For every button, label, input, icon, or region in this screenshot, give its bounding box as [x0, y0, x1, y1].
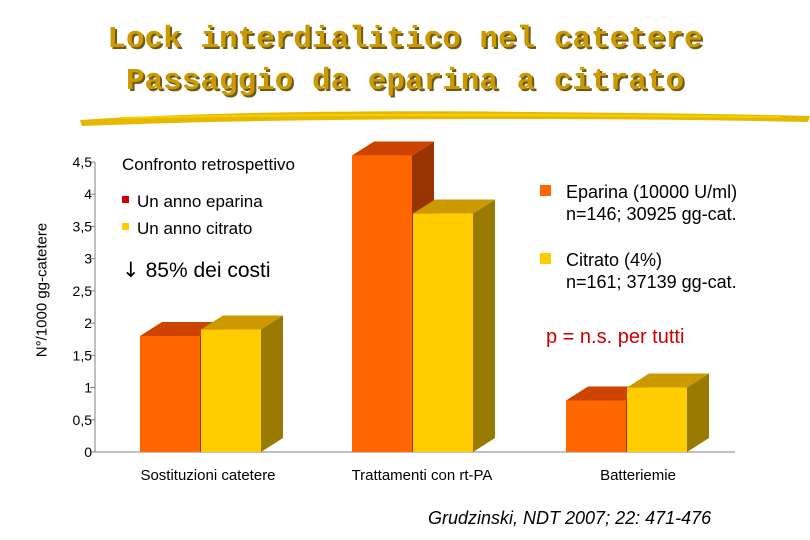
x-category-label: Sostituzioni catetere — [140, 467, 275, 484]
chart-subtitle: Confronto retrospettivo — [122, 155, 295, 174]
title-line-1: Lock interdialitico nel catetere — [107, 22, 703, 57]
bar-citrato-2 — [413, 213, 473, 452]
citation: Grudzinski, NDT 2007; 22: 471-476 — [428, 508, 712, 528]
bar-citrato-1-top — [201, 315, 283, 330]
bar-eparina-2 — [352, 155, 412, 453]
legend-marker-yellow — [122, 223, 129, 230]
legend-left-citrato: Un anno citrato — [122, 219, 252, 239]
y-tick-label: 4 — [84, 186, 92, 202]
legend-swatch-eparina — [540, 185, 551, 196]
y-tick-label: 3 — [84, 251, 92, 267]
y-tick-label: 2 — [84, 315, 92, 331]
bar-citrato-1-side — [261, 315, 283, 452]
y-tick-label: 3,5 — [73, 218, 93, 234]
y-tick-label: 1 — [84, 380, 92, 396]
bar-citrato-3-side — [687, 373, 709, 452]
legend-label: Un anno citrato — [137, 219, 253, 238]
title-underline-brush — [80, 111, 810, 126]
legend-swatch-citrato — [540, 253, 551, 264]
y-tick-label: 1,5 — [73, 347, 93, 363]
legend-citrato: Citrato (4%) n=161; 37139 gg-cat. — [540, 249, 737, 293]
legend-label: Un anno eparina — [137, 192, 263, 211]
x-category-label: Trattamenti con rt-PA — [352, 467, 493, 484]
legend-citrato-line2: n=161; 37139 gg-cat. — [566, 272, 737, 292]
y-tick-label: 0 — [84, 444, 92, 460]
arrow-down-icon: ↓ — [122, 258, 140, 282]
bar-eparina-3 — [566, 400, 626, 452]
cost-note-text: 85% dei costi — [145, 259, 271, 282]
legend-eparina: Eparina (10000 U/ml) n=146; 30925 gg-cat… — [540, 181, 737, 225]
legend-marker-red — [122, 196, 129, 203]
legend-citrato-line1: Citrato (4%) — [566, 250, 663, 270]
p-value-note: p = n.s. per tutti — [546, 326, 685, 348]
x-category-label: Batteriemie — [600, 467, 676, 484]
bar-eparina-2-top — [352, 141, 434, 156]
legend-eparina-line1: Eparina (10000 U/ml) — [566, 182, 738, 202]
bar-citrato-2-top — [413, 199, 495, 214]
title-line-2: Passaggio da eparina a citrato — [125, 64, 685, 99]
bar-citrato-1 — [201, 329, 261, 452]
bar-citrato-2-side — [473, 199, 495, 452]
y-tick-label: 0,5 — [73, 412, 93, 428]
y-axis-label: N°/1000 gg-catetere — [33, 222, 51, 358]
cost-note: ↓ 85% dei costi — [122, 258, 271, 283]
legend-left-eparina: Un anno eparina — [122, 192, 263, 212]
bar-citrato-3 — [627, 387, 687, 452]
legend-eparina-line2: n=146; 30925 gg-cat. — [566, 204, 737, 224]
y-tick-label: 4,5 — [73, 154, 93, 170]
bar-citrato-3-top — [627, 373, 709, 388]
y-tick-label: 2,5 — [73, 283, 93, 299]
bar-eparina-1 — [140, 336, 200, 452]
